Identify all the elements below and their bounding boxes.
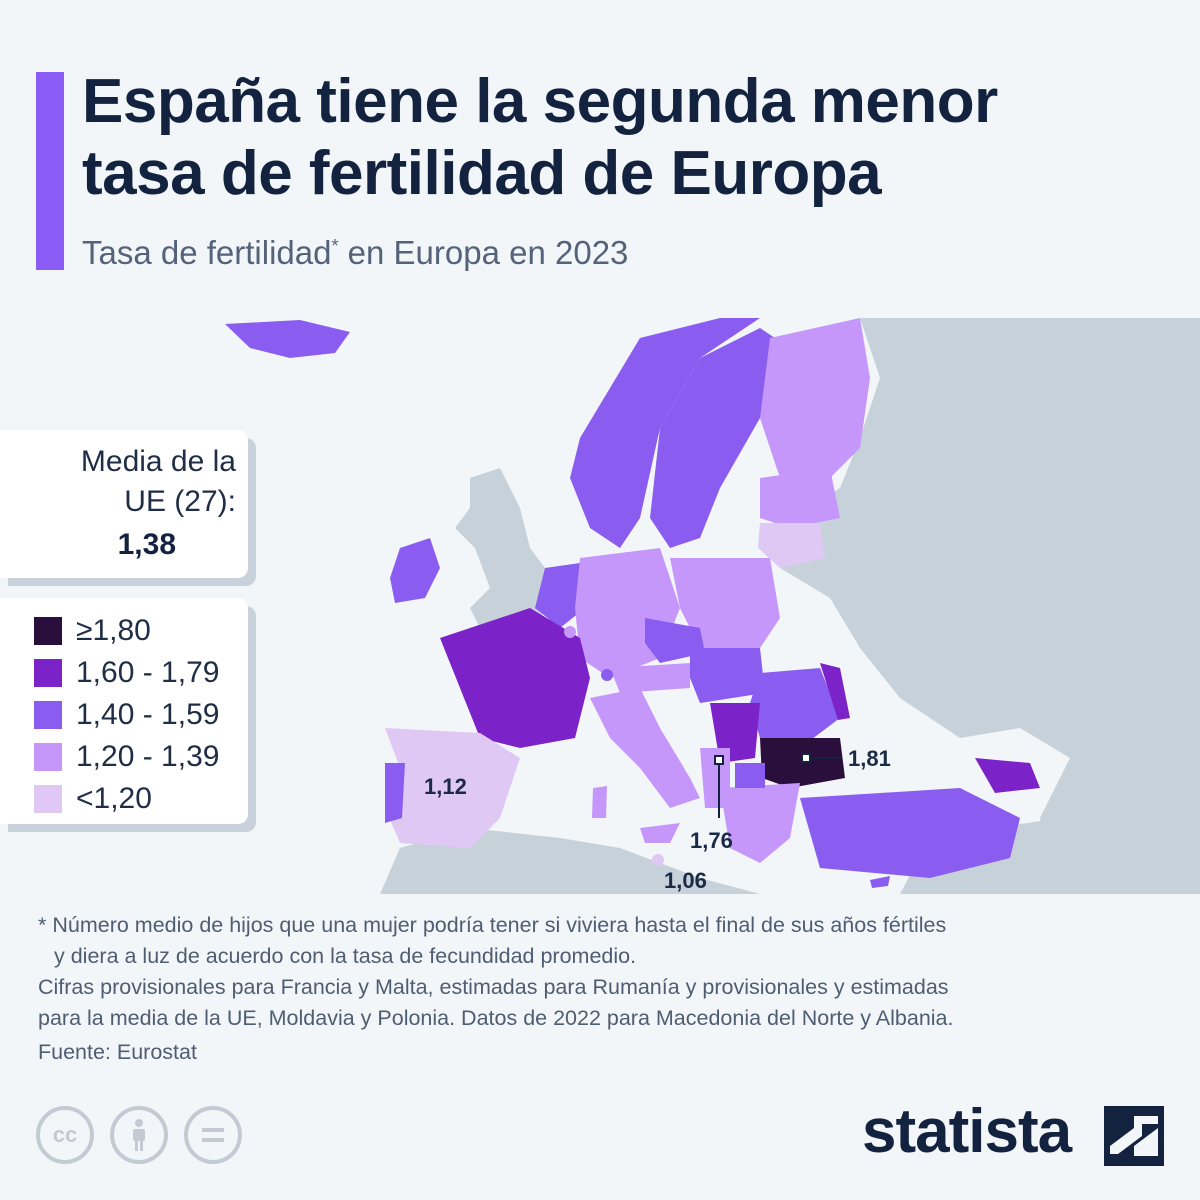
sardinia [592, 786, 607, 818]
romania [750, 668, 840, 748]
estonia-latvia [760, 468, 840, 528]
footnote-line: y diera a luz de acuerdo con la tasa de … [54, 944, 637, 968]
north-macedonia [735, 763, 765, 788]
georgia [975, 758, 1040, 793]
creative-commons-icon[interactable]: cc [36, 1106, 94, 1164]
montenegro-value-label: 1,76 [690, 828, 733, 853]
iceland [225, 320, 350, 358]
north-africa-land [380, 828, 760, 894]
statista-logo-text[interactable]: statista [862, 1097, 1072, 1166]
lithuania [758, 523, 825, 568]
footnotes: * Número medio de hijos que una mujer po… [38, 910, 1168, 1034]
legend-item: 1,40 - 1,59 [34, 694, 248, 736]
legend-swatch [34, 659, 62, 687]
montenegro-marker [714, 755, 724, 765]
turkey [800, 788, 1020, 878]
russia-land [780, 318, 1200, 894]
cyprus [870, 876, 890, 888]
switzerland-marker [601, 669, 613, 681]
bulgaria-marker [801, 753, 811, 763]
bulgaria-value-label: 1,81 [848, 746, 891, 771]
legend-label: 1,60 - 1,79 [76, 656, 220, 689]
austria [610, 663, 690, 693]
france [440, 608, 590, 748]
uk-land [455, 468, 560, 628]
statista-logo-icon[interactable] [1104, 1106, 1164, 1166]
spain-value-label: 1,12 [424, 774, 467, 799]
denmark [600, 493, 630, 538]
footnote-line: para la media de la UE, Moldavia y Polon… [38, 1006, 954, 1030]
license-icons: cc [36, 1106, 242, 1164]
eu-average-label: Media de la UE (27): [80, 445, 236, 518]
greece [720, 783, 800, 863]
italy [590, 688, 700, 808]
moldova [820, 663, 850, 720]
ireland [390, 538, 440, 603]
legend-item: <1,20 [34, 778, 248, 820]
legend-label: ≥1,80 [76, 614, 151, 647]
malta-value-label: 1,06 [664, 868, 707, 893]
legend-swatch [34, 785, 62, 813]
footnote-line: Cifras provisionales para Francia y Malt… [38, 975, 949, 999]
legend-swatch [34, 617, 62, 645]
legend-label: <1,20 [76, 782, 152, 815]
legend-swatch [34, 743, 62, 771]
finland [760, 318, 870, 488]
legend-item: 1,60 - 1,79 [34, 652, 248, 694]
subtitle: Tasa de fertilidad* en Europa en 2023 [82, 234, 629, 271]
malta-marker [652, 854, 664, 866]
luxembourg-marker [564, 626, 576, 638]
footnote-line: * Número medio de hijos que una mujer po… [38, 913, 947, 937]
hungary [690, 648, 765, 703]
eu-average-value: 1,38 [117, 528, 176, 561]
sweden [650, 328, 790, 548]
title-line-1: España tiene la segunda menor [82, 67, 998, 136]
legend-item: 1,20 - 1,39 [34, 736, 248, 778]
norway-land [570, 318, 760, 548]
page-title: España tiene la segunda menor tasa de fe… [82, 66, 1182, 210]
sicily [640, 823, 680, 843]
legend-label: 1,40 - 1,59 [76, 698, 220, 731]
spain [385, 728, 520, 848]
legend-label: 1,20 - 1,39 [76, 740, 220, 773]
attribution-icon[interactable] [110, 1106, 168, 1164]
legend: ≥1,80 1,60 - 1,79 1,40 - 1,59 1,20 - 1,3… [0, 598, 248, 824]
no-derivatives-icon[interactable] [184, 1106, 242, 1164]
title-accent-bar [36, 72, 64, 270]
title-line-2: tasa de fertilidad de Europa [82, 139, 882, 208]
poland [670, 558, 780, 648]
legend-swatch [34, 701, 62, 729]
legend-item: ≥1,80 [34, 610, 248, 652]
eu-average-box: Media de la UE (27): 1,38 [0, 430, 248, 578]
portugal [385, 763, 405, 823]
benelux [535, 563, 585, 628]
source-text: Fuente: Eurostat [38, 1040, 197, 1064]
